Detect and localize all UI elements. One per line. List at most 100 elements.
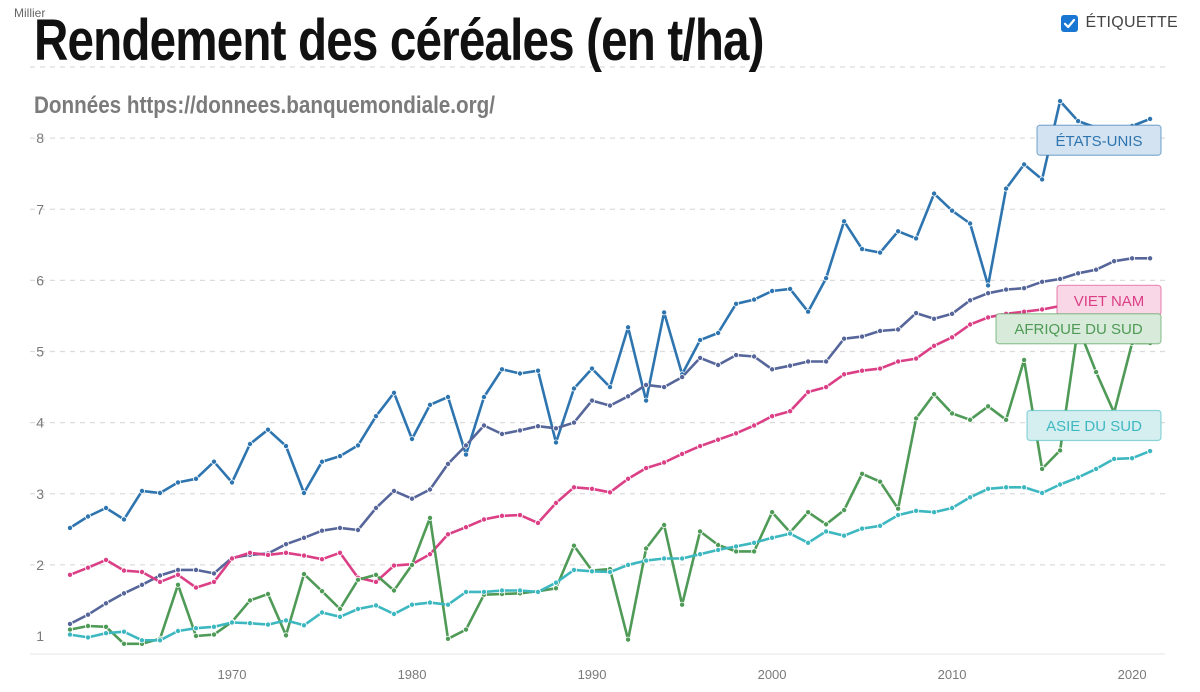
data-point [480, 516, 487, 523]
chart-subtitle: Données https://donnees.banquemondiale.o… [34, 92, 496, 119]
data-point [661, 555, 668, 562]
label-toggle[interactable]: ÉTIQUETTE [1060, 14, 1178, 32]
data-point [517, 370, 524, 377]
data-point [390, 562, 397, 569]
data-point [372, 413, 379, 420]
data-point [841, 335, 848, 342]
data-point [1057, 481, 1064, 488]
data-point [913, 235, 920, 242]
data-point [1003, 484, 1010, 491]
data-point [444, 393, 451, 400]
data-point [282, 617, 289, 624]
data-point [246, 440, 253, 447]
data-point [282, 632, 289, 639]
data-point [751, 422, 758, 429]
data-point [1129, 455, 1136, 462]
series-label-text: ÉTATS-UNIS [1056, 133, 1143, 150]
data-point [174, 571, 181, 578]
data-point [895, 505, 902, 512]
series-label-text: ASIE DU SUD [1046, 418, 1142, 435]
series-line [69, 290, 1151, 589]
data-point [733, 548, 740, 555]
series-viet-nam [67, 288, 1154, 591]
data-point [1093, 369, 1100, 376]
data-point [138, 569, 145, 576]
data-point [174, 566, 181, 573]
data-point [282, 443, 289, 450]
data-point [733, 430, 740, 437]
data-point [228, 555, 235, 562]
data-point [967, 494, 974, 501]
data-point [733, 300, 740, 307]
data-point [553, 425, 560, 432]
data-point [949, 504, 956, 511]
data-point [121, 567, 128, 574]
data-point [300, 489, 307, 496]
data-point [661, 384, 668, 391]
data-point [643, 397, 650, 404]
data-point [1093, 465, 1100, 472]
data-point [661, 309, 668, 316]
data-point [967, 297, 974, 304]
data-point [85, 634, 92, 641]
data-point [1039, 176, 1046, 183]
series-label-asie-du-sud: ASIE DU SUD [1026, 409, 1162, 442]
series-label-text: VIET NAM [1074, 293, 1145, 310]
data-point [967, 321, 974, 328]
data-point [121, 590, 128, 597]
data-point [751, 296, 758, 303]
data-point [67, 524, 74, 531]
data-point [877, 327, 884, 334]
data-point [697, 443, 704, 450]
y-tick-label: 7 [36, 201, 44, 217]
data-point [913, 310, 920, 317]
data-point [192, 584, 199, 591]
series-label-box [1036, 124, 1162, 156]
data-point [877, 478, 884, 485]
data-point [372, 578, 379, 585]
data-point [535, 367, 542, 374]
data-point [553, 499, 560, 506]
data-point [1003, 416, 1010, 423]
data-point [1075, 270, 1082, 277]
data-point [444, 601, 451, 608]
data-point [354, 527, 361, 534]
data-point [643, 545, 650, 552]
data-point [246, 620, 253, 627]
series-afrique-du-sud [67, 323, 1154, 647]
x-tick-label: 2020 [1118, 667, 1147, 682]
data-point [769, 509, 776, 516]
data-point [210, 458, 217, 465]
data-point [859, 367, 866, 374]
data-point [138, 487, 145, 494]
data-point [553, 439, 560, 446]
data-point [877, 522, 884, 529]
data-point [607, 384, 614, 391]
data-point [1147, 255, 1154, 262]
data-point [823, 521, 830, 528]
data-point [1057, 447, 1064, 454]
data-point [625, 475, 632, 482]
data-point [174, 581, 181, 588]
data-point [697, 337, 704, 344]
data-point [1021, 161, 1028, 168]
series-label-box [1026, 409, 1162, 442]
data-point [769, 534, 776, 541]
y-tick-label: 8 [36, 130, 44, 146]
data-point [1039, 489, 1046, 496]
data-point [103, 623, 110, 630]
data-point [498, 366, 505, 373]
data-point [103, 600, 110, 607]
data-point [877, 249, 884, 256]
data-point [571, 419, 578, 426]
data-point [571, 385, 578, 392]
data-point [931, 342, 938, 349]
data-point [589, 397, 596, 404]
data-point [751, 548, 758, 555]
data-point [228, 479, 235, 486]
y-tick-label: 4 [36, 415, 44, 431]
data-point [823, 358, 830, 365]
data-point [517, 587, 524, 594]
data-point [174, 628, 181, 635]
label-checkbox[interactable] [1060, 14, 1078, 32]
